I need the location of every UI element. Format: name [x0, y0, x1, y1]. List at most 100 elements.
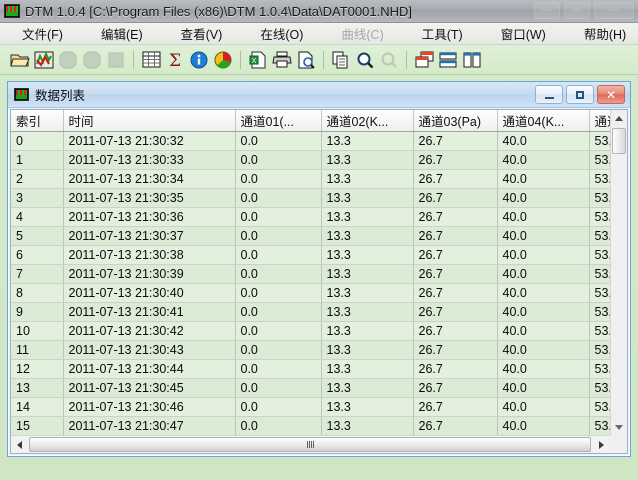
table-cell: 53.3 [589, 150, 610, 170]
table-cell: 2011-07-13 21:30:32 [63, 131, 236, 151]
cascade-windows-icon[interactable] [412, 48, 436, 72]
table-cell: 53.3 [589, 283, 610, 303]
column-header-5[interactable]: 通道04(K... [497, 110, 590, 132]
table-cell: 26.7 [413, 302, 498, 322]
menu-item-window[interactable]: 窗口(W) [500, 28, 546, 42]
column-header-0[interactable]: 索引 [11, 110, 64, 132]
tile-vertical-icon[interactable] [460, 48, 484, 72]
table-cell: 53.3 [589, 131, 610, 151]
table-cell: 13.3 [321, 245, 414, 265]
vertical-scrollbar[interactable] [610, 110, 627, 435]
print-icon[interactable] [270, 48, 294, 72]
column-header-4[interactable]: 通道03(Pa) [413, 110, 498, 132]
table-cell: 13.3 [321, 302, 414, 322]
table-cell: 0.0 [235, 283, 322, 303]
table-cell: 0.0 [235, 169, 322, 189]
table-cell: 26.7 [413, 131, 498, 151]
info-icon[interactable] [187, 48, 211, 72]
chart-curve-icon[interactable] [32, 48, 56, 72]
child-maximize-button[interactable] [566, 85, 594, 104]
pie-chart-icon[interactable] [211, 48, 235, 72]
menu-item-tools[interactable]: 工具(T) [421, 28, 463, 42]
table-cell: 13.3 [321, 321, 414, 341]
menu-item-view[interactable]: 查看(V) [180, 28, 223, 42]
copy-icon[interactable] [329, 48, 353, 72]
table-cell: 40.0 [497, 302, 590, 322]
scroll-down-button[interactable] [611, 419, 627, 435]
data-list-title: 数据列表 [35, 89, 86, 103]
scroll-up-button[interactable] [611, 110, 627, 126]
minimize-button[interactable] [534, 2, 560, 19]
scroll-right-button[interactable] [593, 436, 610, 453]
table-cell: 2011-07-13 21:30:37 [63, 226, 236, 246]
menu-item-edit[interactable]: 编辑(E) [100, 28, 143, 42]
export-excel-icon[interactable]: X [246, 48, 270, 72]
table-cell: 9 [11, 302, 64, 322]
triangle-left-icon [17, 440, 22, 449]
menu-item-online[interactable]: 在线(O) [260, 28, 304, 42]
table-cell: 10 [11, 321, 64, 341]
data-table: 索引时间通道01(...通道02(K...通道03(Pa)通道04(K...通道… [11, 110, 610, 435]
table-cell: 26.7 [413, 359, 498, 379]
data-grid-viewport[interactable]: 索引时间通道01(...通道02(K...通道03(Pa)通道04(K...通道… [11, 110, 610, 435]
tile-horizontal-icon[interactable] [436, 48, 460, 72]
data-table-icon[interactable] [139, 48, 163, 72]
menu-item-help[interactable]: 帮助(H) [583, 28, 627, 42]
child-minimize-button[interactable] [535, 85, 563, 104]
vertical-scroll-thumb[interactable] [612, 128, 626, 154]
table-cell: 0.0 [235, 302, 322, 322]
dtm-logo-icon [4, 4, 20, 18]
print-preview-icon[interactable] [294, 48, 318, 72]
column-header-2[interactable]: 通道01(... [235, 110, 322, 132]
column-header-3[interactable]: 通道02(K... [321, 110, 414, 132]
zoom-in-icon[interactable] [353, 48, 377, 72]
table-cell: 7 [11, 264, 64, 284]
table-cell: 1 [11, 150, 64, 170]
table-cell: 40.0 [497, 264, 590, 284]
column-header-1[interactable]: 时间 [63, 110, 236, 132]
svg-text:Σ: Σ [169, 51, 181, 69]
menu-item-curve: 曲线(C) [341, 28, 384, 42]
child-close-button[interactable]: ✕ [597, 85, 625, 104]
column-header-6[interactable]: 通道05(... [589, 110, 610, 132]
table-cell: 26.7 [413, 340, 498, 360]
table-cell: 53.3 [589, 321, 610, 341]
horizontal-scrollbar[interactable] [11, 435, 627, 453]
scroll-left-button[interactable] [11, 436, 28, 453]
table-cell: 12 [11, 359, 64, 379]
table-cell: 0.0 [235, 340, 322, 360]
toolbar: Σ X [0, 45, 638, 75]
table-cell: 40.0 [497, 150, 590, 170]
resize-grip[interactable] [610, 435, 627, 453]
table-cell: 26.7 [413, 283, 498, 303]
sigma-statistics-icon[interactable]: Σ [163, 48, 187, 72]
table-cell: 4 [11, 207, 64, 227]
close-button[interactable] [594, 2, 634, 19]
data-list-title-bar[interactable]: 数据列表 ✕ [8, 82, 630, 108]
horizontal-scroll-thumb[interactable] [29, 437, 591, 452]
table-cell: 13.3 [321, 359, 414, 379]
open-folder-icon[interactable] [8, 48, 32, 72]
menu-item-file[interactable]: 文件(F) [22, 28, 63, 42]
table-cell: 3 [11, 188, 64, 208]
maximize-button[interactable] [564, 2, 590, 19]
window-controls[interactable] [534, 2, 634, 19]
toolbar-separator [133, 50, 134, 69]
